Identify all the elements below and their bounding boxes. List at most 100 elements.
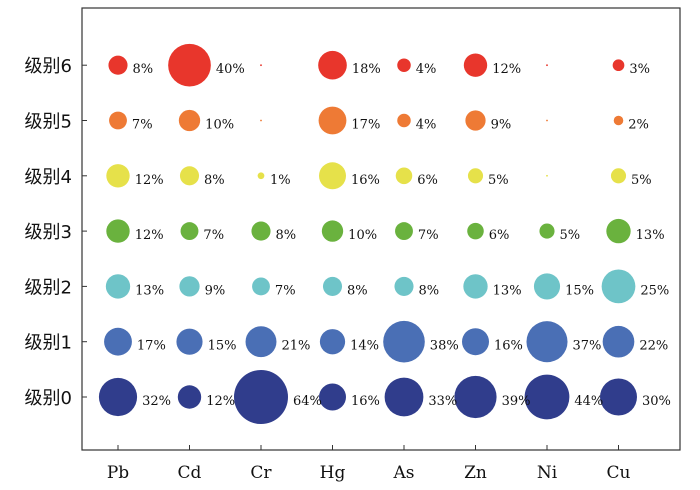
percent-label-zn-level-1: 16%	[494, 339, 523, 354]
y-tick-label-level-3: 级别3	[25, 222, 72, 243]
bubble-cu-level-4	[610, 168, 627, 184]
y-tick-label-level-6: 级别6	[25, 56, 72, 77]
percent-label-pb-level-2: 13%	[135, 283, 164, 298]
percent-label-cu-level-1: 22%	[639, 339, 668, 354]
percent-label-cu-level-3: 13%	[636, 228, 665, 243]
percent-label-cr-level-3: 8%	[276, 228, 297, 243]
bubble-cu-level-0	[600, 378, 637, 416]
bubble-zn-level-1	[462, 328, 489, 356]
bubble-as-level-5	[397, 113, 411, 128]
percent-label-pb-level-5: 7%	[132, 118, 153, 133]
bubble-cu-level-5	[613, 115, 624, 126]
bubble-cr-level-4	[257, 172, 265, 180]
x-tick-label-hg: Hg	[320, 463, 346, 483]
percent-label-cr-level-4: 1%	[270, 173, 291, 188]
percent-label-zn-level-0: 39%	[502, 394, 531, 409]
bubble-hg-level-0	[319, 383, 346, 411]
percent-label-as-level-2: 8%	[419, 283, 440, 298]
bubble-cu-level-1	[602, 325, 635, 358]
percent-label-zn-level-4: 5%	[488, 173, 509, 188]
bubble-pb-level-1	[104, 327, 132, 356]
percent-label-pb-level-4: 12%	[135, 173, 164, 188]
bubble-zn-level-4	[467, 168, 484, 184]
bubble-hg-level-1	[319, 329, 346, 355]
percent-label-pb-level-6: 8%	[133, 62, 154, 77]
percent-label-cr-level-0: 64%	[293, 394, 322, 409]
percent-label-zn-level-3: 6%	[489, 228, 510, 243]
bubble-layer	[98, 43, 637, 424]
percent-label-hg-level-0: 16%	[351, 394, 380, 409]
percent-label-pb-level-3: 12%	[135, 228, 164, 243]
percent-label-hg-level-5: 17%	[351, 118, 380, 133]
bubble-ni-level-1	[526, 321, 568, 363]
percent-label-as-level-1: 38%	[430, 339, 459, 354]
percent-label-layer: 32% 12% 64% 16% 33% 39% 44% 30% 17% 15% 21% 14% 38% 1…	[132, 62, 671, 409]
bubble-ni-level-0	[524, 374, 570, 420]
percent-label-cd-level-1: 15%	[208, 339, 237, 354]
percent-label-hg-level-1: 14%	[350, 339, 379, 354]
percent-label-ni-level-0: 44%	[574, 394, 603, 409]
bubble-as-level-2	[394, 276, 414, 296]
bubble-zn-level-3	[467, 222, 484, 240]
x-tick-label-cu: Cu	[607, 463, 631, 483]
bubble-as-level-1	[383, 320, 425, 363]
y-tick-label-level-2: 级别2	[25, 277, 72, 298]
bubble-as-level-6	[397, 58, 411, 72]
bubble-ni-level-4	[546, 174, 548, 177]
bubble-hg-level-6	[318, 50, 347, 80]
bubble-cr-level-3	[251, 221, 271, 241]
percent-label-hg-level-3: 10%	[348, 228, 377, 243]
bubble-hg-level-2	[322, 276, 343, 296]
x-tick-label-ni: Ni	[537, 463, 558, 483]
y-tick-label-level-0: 级别0	[25, 388, 72, 409]
bubble-cd-level-2	[179, 276, 200, 297]
percent-label-zn-level-5: 9%	[491, 118, 512, 133]
bubble-ni-level-6	[546, 64, 548, 67]
bubble-zn-level-0	[454, 375, 497, 419]
bubble-pb-level-2	[105, 274, 131, 299]
percent-label-cd-level-2: 9%	[205, 283, 226, 298]
percent-label-cr-level-2: 7%	[275, 283, 296, 298]
percent-label-pb-level-1: 17%	[137, 339, 166, 354]
x-tick-label-pb: Pb	[107, 463, 129, 483]
bubble-cd-level-4	[179, 166, 200, 186]
percent-label-ni-level-2: 15%	[565, 283, 594, 298]
bubble-pb-level-6	[108, 55, 128, 75]
percent-label-as-level-0: 33%	[428, 394, 457, 409]
percent-label-zn-level-6: 12%	[492, 62, 521, 77]
bubble-as-level-4	[395, 167, 413, 185]
percent-label-cd-level-5: 10%	[205, 118, 234, 133]
percent-label-cu-level-5: 2%	[628, 118, 649, 133]
percent-label-as-level-6: 4%	[416, 62, 437, 77]
bubble-pb-level-0	[98, 377, 138, 417]
percent-label-cu-level-2: 25%	[640, 283, 669, 298]
y-tick-label-level-4: 级别4	[25, 167, 72, 188]
percent-label-hg-level-2: 8%	[347, 283, 368, 298]
y-tick-label-level-5: 级别5	[25, 112, 72, 133]
bubble-as-level-3	[395, 222, 413, 241]
bubble-cd-level-5	[178, 109, 201, 132]
percent-label-cu-level-6: 3%	[629, 62, 650, 77]
bubble-pb-level-3	[106, 219, 130, 243]
bubble-cd-level-6	[168, 43, 211, 87]
y-axis: 级别0 级别1 级别2 级别3 级别4 级别5 级别6	[25, 56, 87, 409]
percent-label-hg-level-6: 18%	[352, 62, 381, 77]
percent-label-pb-level-0: 32%	[142, 394, 171, 409]
bubble-pb-level-5	[109, 111, 127, 130]
bubble-cr-level-5	[260, 119, 262, 122]
percent-label-cd-level-6: 40%	[216, 62, 245, 77]
bubble-cr-level-1	[245, 326, 277, 358]
y-tick-label-level-1: 级别1	[25, 333, 72, 354]
bubble-cu-level-2	[601, 269, 636, 304]
bubble-cr-level-2	[252, 277, 270, 296]
x-tick-label-zn: Zn	[464, 463, 487, 483]
x-tick-label-cr: Cr	[250, 463, 272, 483]
x-tick-label-as: As	[392, 463, 414, 483]
bubble-hg-level-5	[318, 106, 347, 135]
percent-label-hg-level-4: 16%	[351, 173, 380, 188]
bubble-ni-level-2	[533, 273, 561, 300]
percent-label-ni-level-1: 37%	[573, 339, 602, 354]
percent-label-as-level-3: 7%	[418, 228, 439, 243]
